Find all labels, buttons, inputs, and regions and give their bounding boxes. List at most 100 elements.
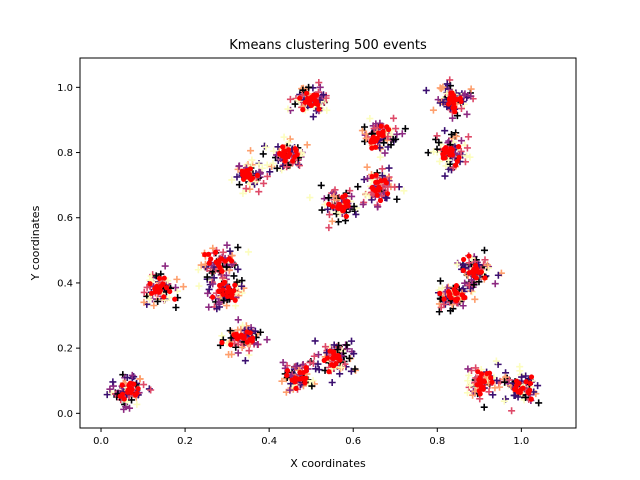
centroid-point xyxy=(384,190,391,197)
data-point xyxy=(204,289,212,297)
data-point xyxy=(500,397,508,405)
data-point xyxy=(491,280,499,288)
centroid-point xyxy=(369,174,375,180)
data-point xyxy=(466,153,474,161)
data-point xyxy=(436,277,444,285)
data-point xyxy=(262,143,270,151)
centroid-point xyxy=(374,192,380,198)
data-point xyxy=(195,282,203,290)
data-point xyxy=(312,365,320,373)
data-point xyxy=(292,362,300,370)
data-point xyxy=(452,132,460,140)
centroid-point xyxy=(489,379,495,385)
data-point xyxy=(392,135,400,143)
data-point xyxy=(255,188,263,196)
data-point xyxy=(218,332,226,340)
data-point xyxy=(443,80,451,88)
data-point xyxy=(401,125,409,133)
data-point xyxy=(338,363,346,371)
data-point xyxy=(336,370,344,378)
data-point xyxy=(441,127,449,135)
centroid-point xyxy=(480,384,486,390)
centroid-point xyxy=(206,260,212,266)
data-point xyxy=(282,388,290,396)
data-point xyxy=(228,176,236,184)
centroid-point xyxy=(281,150,287,156)
data-point xyxy=(241,357,249,365)
data-point xyxy=(306,194,314,202)
data-point xyxy=(146,295,154,303)
centroid-point xyxy=(316,106,322,112)
centroid-point xyxy=(447,291,453,297)
data-point xyxy=(284,105,292,113)
centroid-point xyxy=(127,385,134,391)
data-point xyxy=(242,185,250,193)
centroid-point xyxy=(297,369,303,376)
centroid-point xyxy=(481,379,488,385)
centroid-point xyxy=(488,375,494,381)
y-tick-label: 0.2 xyxy=(57,344,73,355)
data-point xyxy=(522,372,530,380)
centroid-point xyxy=(302,380,308,386)
data-point xyxy=(223,263,231,271)
data-point xyxy=(363,163,371,171)
centroid-point xyxy=(293,148,299,154)
data-point xyxy=(263,161,271,169)
centroid-point xyxy=(331,349,337,355)
centroid-point xyxy=(158,282,165,289)
data-point xyxy=(463,110,471,118)
centroid-point xyxy=(217,265,223,271)
centroid-point xyxy=(380,132,386,139)
data-point xyxy=(311,337,319,345)
data-point xyxy=(238,282,246,290)
data-point xyxy=(471,295,479,303)
data-point xyxy=(522,393,530,401)
data-point xyxy=(307,381,315,389)
data-point xyxy=(400,187,408,195)
y-axis: 0.0 0.2 0.4 0.6 0.8 1.0 xyxy=(57,83,80,420)
centroid-point xyxy=(373,172,379,178)
centroid-point xyxy=(225,284,231,290)
data-point xyxy=(448,130,456,138)
centroid-point xyxy=(471,273,477,279)
data-point xyxy=(317,181,325,189)
centroid-point xyxy=(163,285,170,291)
data-point xyxy=(492,357,500,365)
data-point xyxy=(210,274,218,282)
centroid-point xyxy=(459,292,465,298)
data-point xyxy=(534,382,542,390)
data-point xyxy=(328,378,336,386)
data-point xyxy=(194,266,202,274)
data-point xyxy=(234,265,242,273)
centroid-point xyxy=(254,172,261,178)
centroid-point xyxy=(206,251,212,257)
data-point xyxy=(226,247,234,255)
centroid-point xyxy=(312,100,319,107)
centroid-point xyxy=(380,129,386,135)
centroid-point xyxy=(152,286,158,292)
data-point xyxy=(130,373,138,381)
x-tick-label: 0.2 xyxy=(177,436,193,447)
centroid-point xyxy=(442,155,448,161)
data-point xyxy=(516,363,524,371)
data-point xyxy=(295,161,303,169)
data-point xyxy=(219,248,227,256)
data-point xyxy=(309,377,317,385)
data-point xyxy=(361,123,369,131)
centroid-point xyxy=(371,138,377,145)
centroid-point xyxy=(311,92,317,98)
data-point xyxy=(107,388,115,396)
y-tick-label: 0.6 xyxy=(57,213,73,224)
data-point xyxy=(469,391,477,399)
centroid-point xyxy=(242,169,248,175)
data-point xyxy=(173,275,181,283)
centroid-point xyxy=(172,296,178,302)
data-point xyxy=(205,303,213,311)
centroid-point xyxy=(340,208,346,214)
data-point xyxy=(325,211,333,219)
data-point xyxy=(145,385,153,393)
data-point xyxy=(480,246,488,254)
centroid-point xyxy=(466,253,472,259)
data-point xyxy=(308,382,316,390)
